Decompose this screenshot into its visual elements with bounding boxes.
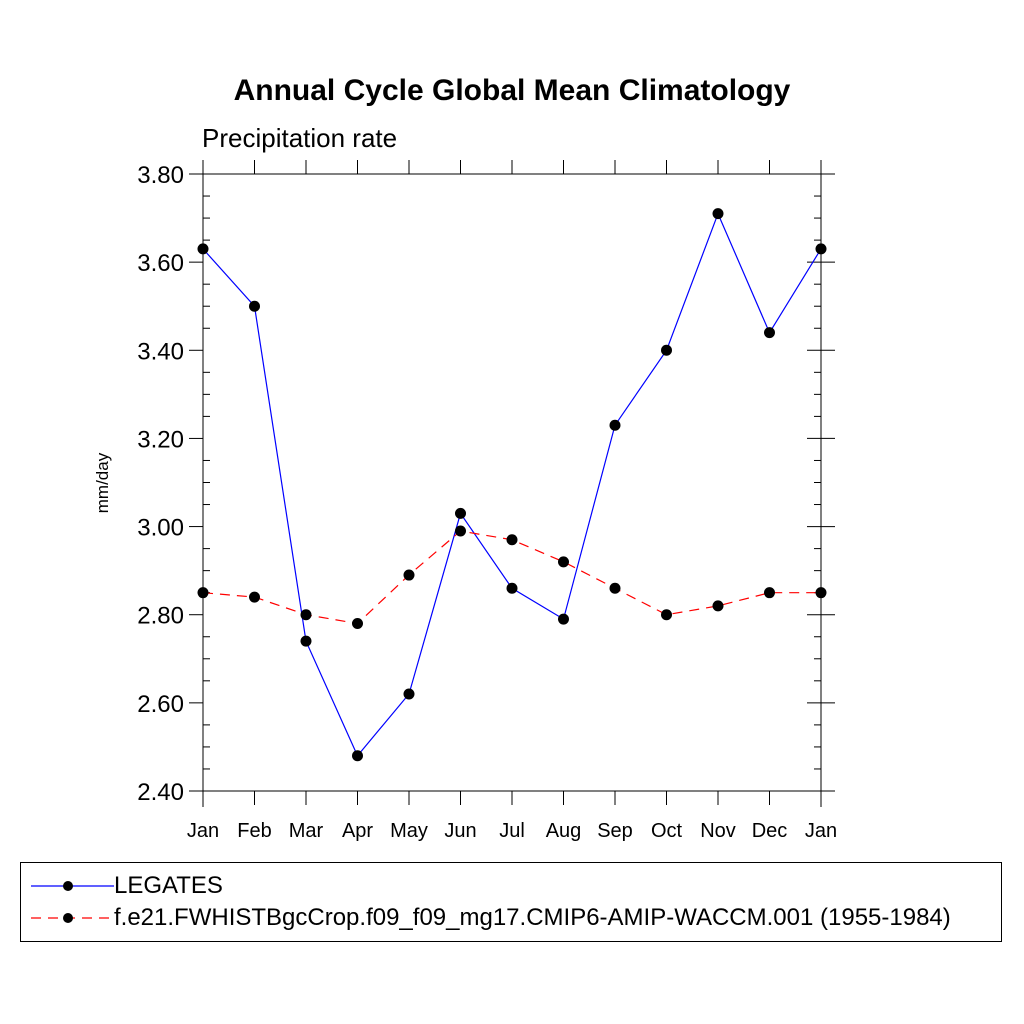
x-tick-label: Nov [700, 820, 736, 842]
y-tick-label: 2.60 [137, 691, 184, 718]
legend-label-legates: LEGATES [114, 872, 223, 899]
data-point-legates [712, 208, 724, 220]
x-tick-label: Feb [237, 820, 271, 842]
legend-item-legates: LEGATES [21, 871, 1001, 901]
y-tick-label: 3.00 [137, 515, 184, 542]
y-tick-label: 3.80 [137, 162, 184, 189]
legend: LEGATES f.e21.FWHISTBgcCrop.f09_f09_mg17… [20, 862, 1002, 942]
legend-swatch-model [31, 913, 114, 923]
data-point-legates [506, 582, 518, 594]
y-tick-label: 3.20 [137, 426, 184, 453]
data-point-legates [197, 243, 209, 255]
data-point-legates [815, 243, 827, 255]
chart-subtitle: Precipitation rate [202, 123, 398, 153]
x-tick-label: Sep [597, 820, 633, 842]
legend-label-model: f.e21.FWHISTBgcCrop.f09_f09_mg17.CMIP6-A… [114, 904, 951, 931]
y-tick-label: 2.40 [137, 779, 184, 806]
y-tick-label: 3.40 [137, 338, 184, 365]
data-point-model [352, 618, 363, 630]
x-tick-label: Apr [342, 820, 373, 842]
data-point-legates [352, 750, 363, 762]
x-tick-label: Mar [289, 820, 324, 842]
x-tick-label: Jan [187, 820, 219, 842]
data-point-legates [558, 613, 569, 625]
series-line-legates [202, 212, 822, 757]
data-point-model [197, 587, 209, 599]
x-tick-label: Aug [546, 820, 582, 842]
x-tick-label: Oct [651, 820, 683, 842]
data-point-model [249, 591, 260, 603]
data-point-model [712, 600, 724, 612]
data-point-legates [764, 327, 775, 339]
data-point-legates [455, 507, 466, 519]
series-layer [197, 208, 827, 762]
y-tick-label: 3.60 [137, 250, 184, 277]
y-tick-label: 2.80 [137, 603, 184, 630]
data-point-legates [609, 419, 621, 431]
x-tick-label: Jan [805, 820, 837, 842]
data-point-model [455, 525, 466, 537]
x-tick-label: May [390, 820, 428, 842]
data-point-model [403, 569, 415, 581]
data-point-legates [403, 688, 415, 700]
legend-swatch-legates [31, 881, 114, 891]
data-point-model [506, 534, 518, 546]
chart-title: Annual Cycle Global Mean Climatology [233, 74, 791, 107]
x-tick-label: Jul [499, 820, 525, 842]
data-point-legates [249, 300, 260, 312]
data-point-legates [661, 344, 672, 356]
axes: 2.40 2.60 2.80 3.00 3.20 3.40 3.60 3.80 Jan Feb Ma… [137, 160, 837, 842]
data-point-model [609, 582, 621, 594]
legend-item-model: f.e21.FWHISTBgcCrop.f09_f09_mg17.CMIP6-A… [21, 903, 1001, 933]
data-point-legates [300, 635, 312, 647]
data-point-model [661, 609, 672, 621]
data-point-model [558, 556, 569, 568]
x-tick-label: Jun [444, 820, 476, 842]
x-tick-label: Dec [752, 820, 788, 842]
data-point-model [764, 587, 775, 599]
line-chart: 2.40 2.60 2.80 3.00 3.20 3.40 3.60 3.80 Jan Feb Ma… [137, 160, 837, 842]
data-point-model [815, 587, 827, 599]
data-point-model [300, 609, 312, 621]
